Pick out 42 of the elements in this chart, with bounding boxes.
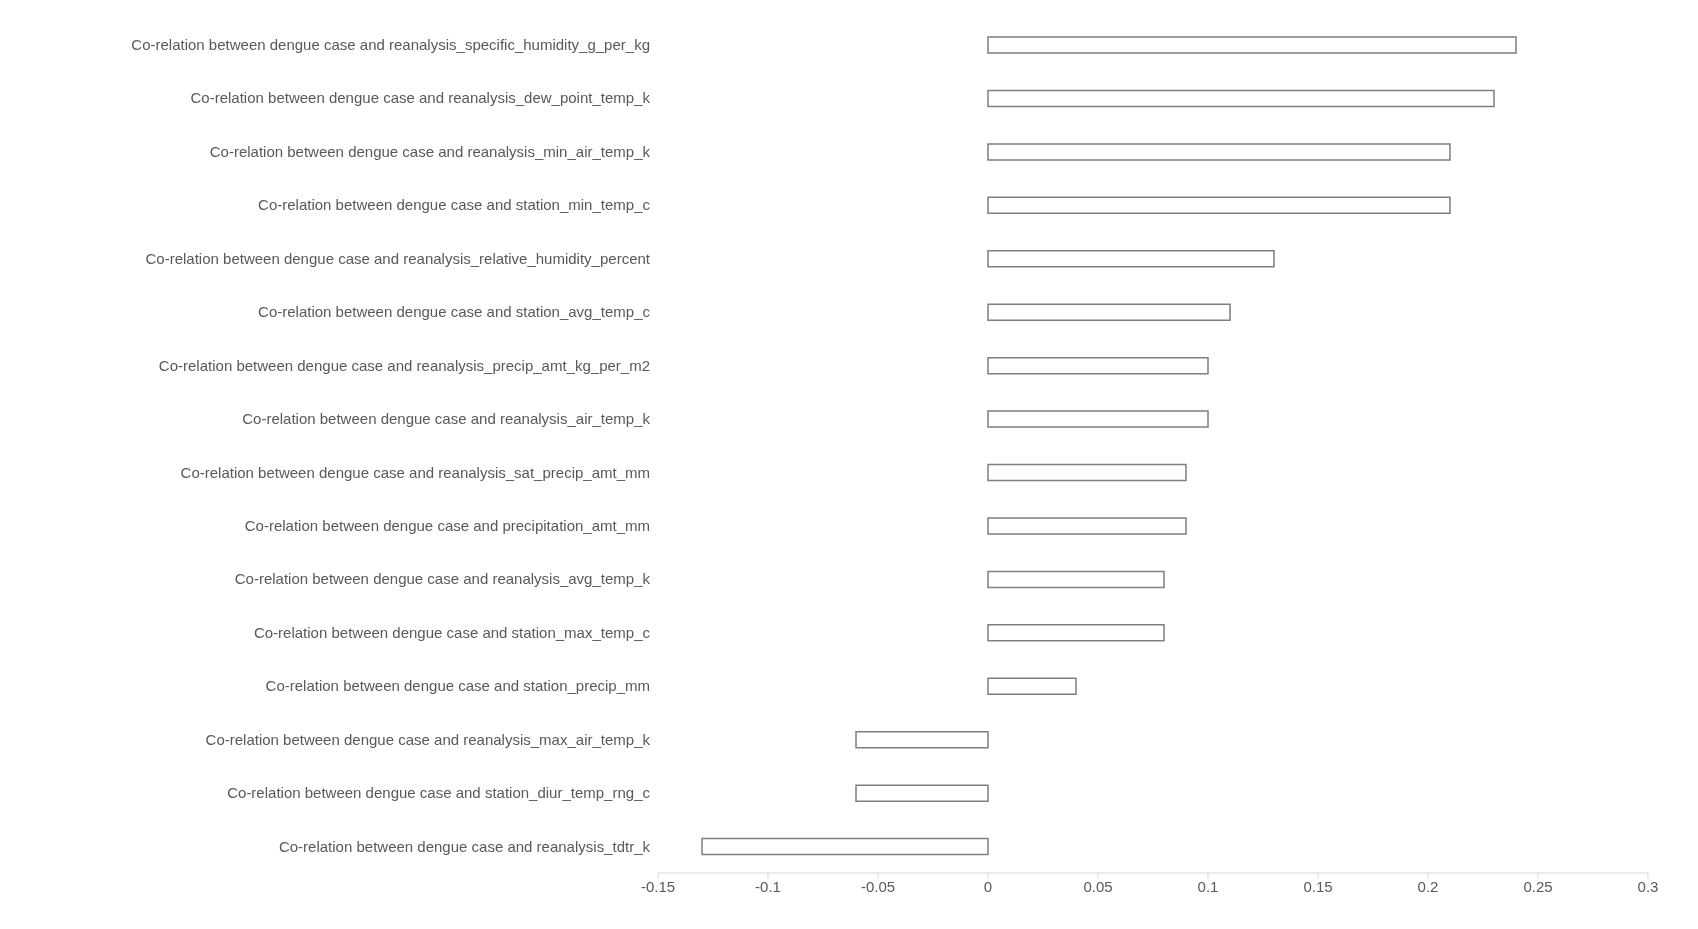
y-tick-label: Co-relation between dengue case and reanalysis_sat_precip_amt_mm (180, 463, 650, 481)
bar (701, 837, 989, 856)
y-tick-label: Co-relation between dengue case and station_min_temp_c (258, 196, 651, 214)
bar (987, 356, 1209, 375)
bar (987, 570, 1165, 589)
y-tick-label: Co-relation between dengue case and reanalysis_precip_amt_kg_per_m2 (158, 356, 650, 374)
bar (987, 196, 1451, 215)
y-tick-label: Co-relation between dengue case and reanalysis_specific_humidity_g_per_kg (131, 36, 650, 54)
y-tick-label: Co-relation between dengue case and reanalysis_dew_point_temp_k (190, 89, 651, 107)
bar (987, 463, 1187, 482)
bar (987, 250, 1275, 268)
x-tick-label: 0.2 (1417, 877, 1439, 895)
x-tick-label: 0.1 (1197, 877, 1219, 895)
y-tick-label: Co-relation between dengue case and station_precip_mm (265, 677, 650, 695)
bar (855, 784, 989, 802)
y-tick-label: Co-relation between dengue case and reanalysis_relative_humidity_percent (145, 249, 651, 267)
x-tick-label: -0.05 (860, 877, 896, 895)
y-tick-label: Co-relation between dengue case and station_avg_temp_c (258, 303, 651, 321)
y-tick-label: Co-relation between dengue case and station_diur_temp_rng_c (227, 784, 651, 802)
bar (987, 410, 1209, 428)
x-tick-label: -0.15 (640, 877, 676, 895)
y-tick-label: Co-relation between dengue case and reanalysis_min_air_temp_k (209, 142, 651, 160)
x-tick-label: 0.3 (1637, 877, 1659, 895)
y-tick-label: Co-relation between dengue case and reanalysis_max_air_temp_k (205, 730, 651, 748)
x-tick-label: 0.25 (1523, 877, 1553, 895)
y-tick-label: Co-relation between dengue case and reanalysis_tdtr_k (278, 837, 651, 855)
bar (987, 36, 1517, 54)
x-tick-label: 0.15 (1303, 877, 1333, 895)
x-tick-label: 0.05 (1083, 877, 1113, 895)
bar (987, 677, 1077, 695)
y-tick-label: Co-relation between dengue case and reanalysis_air_temp_k (242, 410, 651, 428)
bar (987, 303, 1231, 321)
bar (987, 624, 1165, 642)
y-tick-label: Co-relation between dengue case and station_max_temp_c (253, 623, 651, 641)
bar (987, 143, 1451, 161)
y-tick-label: Co-relation between dengue case and reanalysis_avg_temp_k (234, 570, 651, 588)
bar (987, 517, 1187, 535)
y-tick-label: Co-relation between dengue case and precipitation_amt_mm (244, 516, 650, 534)
bar (855, 730, 989, 749)
x-tick-label: 0 (983, 877, 993, 895)
bar (987, 89, 1495, 108)
x-tick-label: -0.1 (755, 877, 781, 895)
